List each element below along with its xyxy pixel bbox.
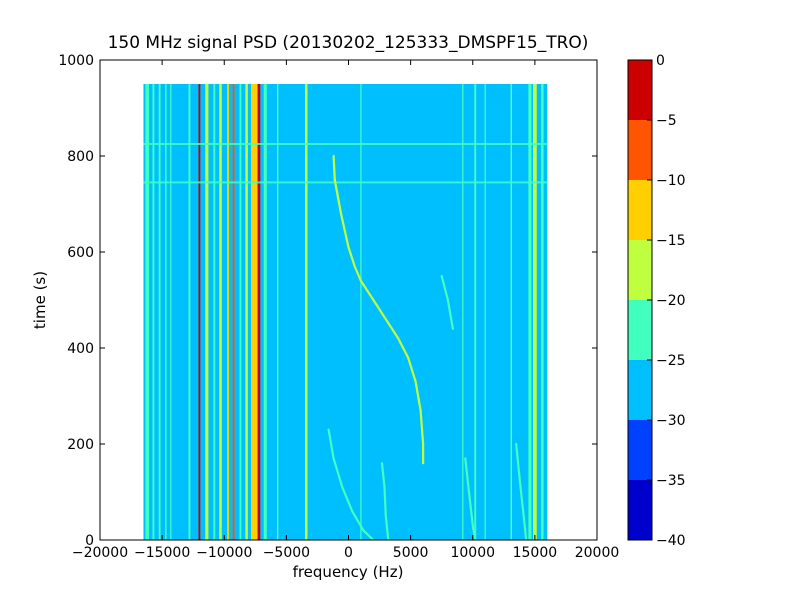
vertical-signal-line-1 — [152, 84, 155, 540]
vertical-signal-line-2 — [158, 84, 161, 540]
vertical-signal-line-19 — [360, 84, 362, 540]
vertical-signal-line-25 — [533, 84, 537, 540]
doppler-curve-doppler-low-3 — [440, 274, 454, 330]
vertical-signal-line-4 — [170, 84, 172, 540]
vertical-signal-line-24 — [528, 84, 532, 540]
colorbar-tick-label: −40 — [656, 533, 686, 549]
colorbar-segment — [628, 60, 652, 120]
colorbar-segment — [628, 180, 652, 240]
doppler-curve-doppler-low-1 — [327, 428, 375, 540]
colorbar-tick-label: −20 — [656, 293, 686, 309]
colorbar-tick-label: 0 — [656, 53, 665, 69]
colorbar-segment — [628, 420, 652, 480]
psd-heatmap — [143, 84, 548, 540]
colorbar-tick-label: −5 — [656, 113, 677, 129]
vertical-signal-line-0 — [145, 84, 150, 540]
colorbar-segment — [628, 120, 652, 180]
vertical-signal-line-5 — [188, 84, 191, 540]
vertical-signal-line-16 — [263, 84, 267, 540]
colorbar-tick-label: −10 — [656, 173, 686, 189]
x-tick-label: 0 — [344, 545, 353, 561]
doppler-curve-main-doppler — [332, 154, 425, 465]
vertical-signal-line-8 — [213, 84, 216, 540]
vertical-signal-line-13 — [245, 84, 248, 540]
horizontal-signal-line-1 — [143, 181, 548, 184]
chart-title: 150 MHz signal PSD (20130202_125333_DMSP… — [108, 33, 589, 53]
colorbar-segment — [628, 360, 652, 420]
y-tick-label: 1000 — [58, 53, 94, 69]
vertical-signal-line-10 — [227, 84, 229, 540]
colorbar-tick-label: −30 — [656, 413, 686, 429]
vertical-signal-line-3 — [165, 84, 167, 540]
x-tick-label: −15000 — [134, 545, 190, 561]
colorbar-segment — [628, 300, 652, 360]
x-axis-ticks: −20000 −15000 −10000 −5000 0 5000 10000 15000 20… — [72, 60, 619, 561]
x-tick-label: −5000 — [263, 545, 310, 561]
vertical-signal-line-14 — [250, 84, 258, 540]
vertical-signal-line-18 — [305, 84, 308, 540]
doppler-curve-doppler-right-1 — [464, 457, 477, 540]
vertical-signal-line-7 — [205, 84, 209, 540]
vertical-signal-line-11 — [232, 84, 235, 540]
y-tick-label: 600 — [67, 245, 94, 261]
y-tick-label: 800 — [67, 149, 94, 165]
colorbar-segment — [628, 480, 652, 540]
x-tick-label: 10000 — [450, 545, 495, 561]
vertical-signal-line-20 — [462, 84, 464, 540]
colorbar: −40 −35 −30 −25 −20 −15 −10 −5 0 — [627, 53, 686, 549]
horizontal-signal-line-0 — [143, 143, 548, 145]
x-axis-label: frequency (Hz) — [293, 563, 404, 581]
colorbar-tick-label: −25 — [656, 353, 686, 369]
vertical-signal-line-22 — [484, 84, 486, 540]
colorbar-tick-label: −35 — [656, 473, 686, 489]
vertical-signal-line-21 — [474, 84, 477, 540]
vertical-signal-line-9 — [219, 84, 222, 540]
doppler-curve-doppler-right-2 — [515, 442, 528, 540]
y-axis-ticks: 0 200 400 600 800 1000 — [58, 53, 597, 549]
vertical-signal-line-17 — [276, 84, 279, 540]
vertical-signal-line-6 — [198, 84, 201, 540]
y-axis-label: time (s) — [31, 271, 49, 329]
doppler-curve-doppler-low-2 — [380, 462, 390, 540]
heatmap-background — [143, 84, 548, 540]
x-tick-label: 15000 — [513, 545, 558, 561]
x-tick-label: 5000 — [393, 545, 429, 561]
vertical-signal-line-12 — [239, 84, 242, 540]
vertical-signal-line-15 — [257, 84, 261, 540]
y-tick-label: 0 — [85, 533, 94, 549]
x-tick-label: −10000 — [196, 545, 252, 561]
y-tick-label: 400 — [67, 341, 94, 357]
vertical-signal-line-23 — [510, 84, 513, 540]
x-tick-label: 20000 — [575, 545, 620, 561]
y-tick-label: 200 — [67, 437, 94, 453]
colorbar-tick-label: −15 — [656, 233, 686, 249]
x-tick-label: −20000 — [72, 545, 128, 561]
colorbar-segment — [628, 240, 652, 300]
vertical-signal-line-26 — [541, 84, 544, 540]
